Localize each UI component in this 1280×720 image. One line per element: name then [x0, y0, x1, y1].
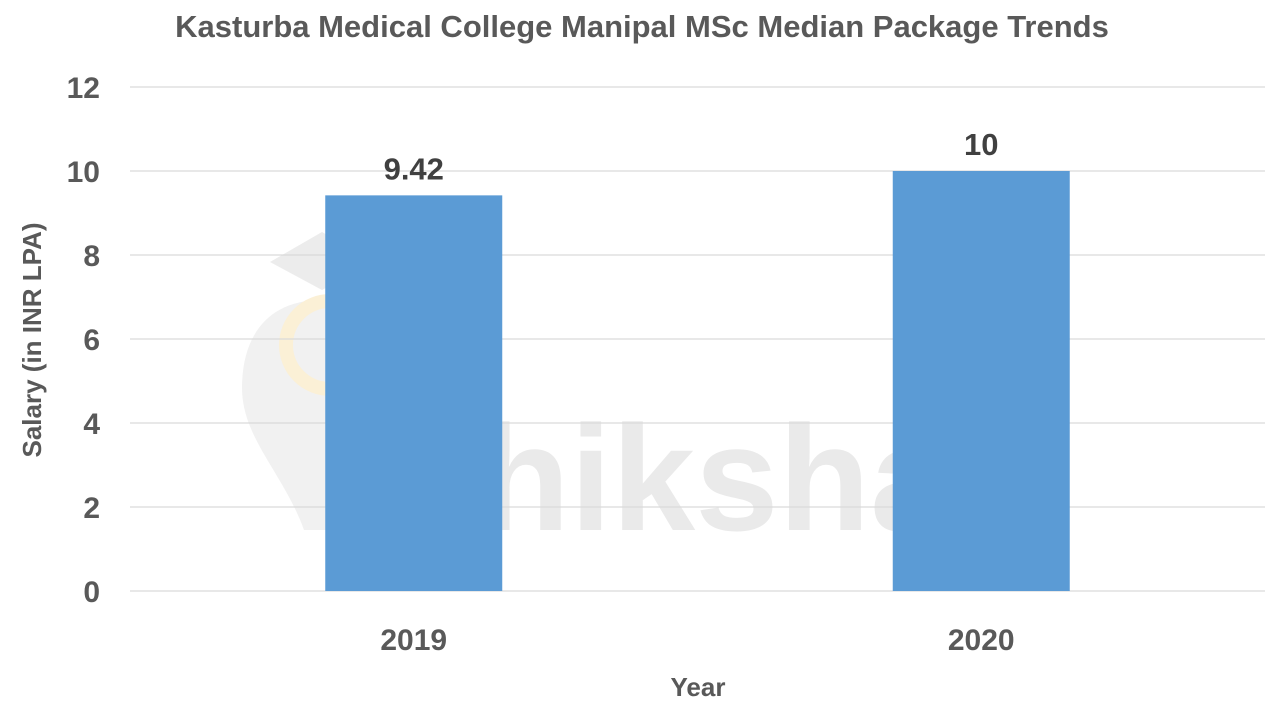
bar-2019: [325, 195, 503, 592]
y-axis-title: Salary (in INR LPA): [17, 222, 47, 457]
y-tick-label: 12: [67, 72, 100, 105]
data-label-2020: 10: [964, 127, 998, 162]
y-tick-label: 2: [83, 492, 100, 525]
data-label-2019: 9.42: [384, 151, 444, 186]
x-tick-label-2019: 2019: [380, 624, 447, 657]
y-tick-label: 10: [67, 156, 100, 189]
y-tick-label: 4: [83, 408, 100, 441]
bars: [325, 171, 1070, 592]
gridlines: [130, 86, 1265, 592]
x-axis-title: Year: [671, 672, 726, 702]
y-axis-ticks: 0 2 4 6 8 10 12: [67, 72, 101, 609]
x-tick-label-2020: 2020: [948, 624, 1015, 657]
y-tick-label: 6: [83, 324, 100, 357]
chart-title: Kasturba Medical College Manipal MSc Med…: [175, 9, 1109, 44]
bar-2020: [892, 171, 1070, 591]
y-tick-label: 8: [83, 240, 100, 273]
data-labels: 9.42 10: [384, 127, 999, 186]
x-axis-ticks: 2019 2020: [380, 624, 1014, 657]
y-tick-label: 0: [83, 576, 100, 609]
